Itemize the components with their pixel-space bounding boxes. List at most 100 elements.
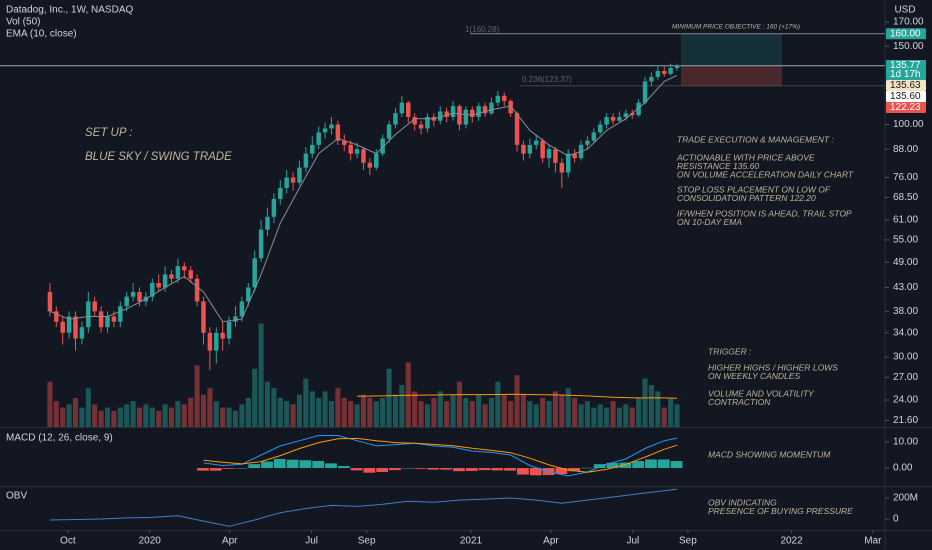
- y-tick-label: 150.00: [893, 41, 924, 52]
- volume-bar: [264, 381, 271, 427]
- candle-body: [668, 68, 673, 74]
- y-tick-label: 61.00: [893, 215, 918, 226]
- candle-body: [527, 144, 533, 154]
- candle-body: [540, 140, 545, 159]
- candle-body: [482, 106, 488, 114]
- volume-bar: [444, 401, 450, 427]
- histogram-bar: [465, 468, 478, 471]
- volume-bar: [328, 401, 335, 427]
- candle-body: [597, 124, 603, 133]
- price-tag: [886, 79, 926, 91]
- histogram-bar: [299, 460, 312, 469]
- candle-body: [118, 306, 123, 322]
- volume-bar: [527, 401, 533, 427]
- x-tick-label: Sep: [679, 536, 697, 547]
- candle-body: [463, 109, 469, 125]
- y-tick-label: 170.00: [893, 17, 924, 28]
- volume-bar: [386, 368, 392, 427]
- candle-body: [354, 149, 360, 154]
- candle-body: [322, 128, 328, 133]
- candle-body: [239, 301, 245, 317]
- annotation: PRESENCE OF BUYING PRESSURE: [708, 506, 853, 516]
- annotation: TRADE EXECUTION & MANAGEMENT :: [677, 134, 834, 144]
- y-tick-label: 49.00: [893, 257, 918, 268]
- y-tick-label: 0: [893, 514, 899, 525]
- histogram-bar: [222, 468, 235, 469]
- volume-bar: [565, 388, 571, 427]
- annotation: HIGHER HIGHS / HIGHER LOWS: [708, 362, 838, 372]
- volume-bar: [341, 397, 347, 427]
- histogram-bar: [619, 462, 632, 469]
- volume-ma: [357, 393, 678, 399]
- candle-body: [105, 316, 110, 328]
- volume-bar: [284, 401, 290, 427]
- candle-body: [470, 109, 475, 117]
- candle-body: [546, 149, 552, 159]
- annotation: IF/WHEN POSITION IS AHEAD, TRAIL STOP: [677, 208, 852, 218]
- candle-body: [399, 102, 405, 114]
- candle-body: [86, 301, 91, 328]
- candle-body: [508, 100, 513, 114]
- candle-body: [124, 296, 129, 307]
- candle-body: [297, 167, 302, 183]
- candle-body: [73, 316, 78, 339]
- candle-body: [252, 258, 257, 288]
- price-tag: [886, 28, 926, 40]
- histogram-bar: [555, 468, 568, 475]
- candle-body: [54, 311, 59, 322]
- histogram-bar: [478, 468, 491, 471]
- candle-body: [169, 274, 174, 279]
- candle-body: [162, 274, 168, 288]
- candle-body: [444, 111, 449, 117]
- volume-bar: [271, 388, 277, 427]
- candle-body: [367, 162, 373, 168]
- candle-body: [258, 229, 264, 259]
- candle-body: [265, 216, 270, 230]
- candle-body: [374, 153, 379, 168]
- volume-bar: [117, 407, 123, 427]
- volume-bar: [508, 401, 514, 427]
- candle-body: [425, 116, 430, 129]
- volume-bar: [405, 362, 411, 427]
- volume-bar: [72, 397, 79, 427]
- volume-bar: [373, 401, 379, 427]
- stop-zone: [681, 65, 782, 86]
- x-tick-label: 2021: [460, 536, 483, 547]
- volume-bar: [316, 397, 322, 427]
- annotation: TRIGGER :: [708, 346, 752, 356]
- volume-bar: [418, 401, 424, 427]
- histogram-bar: [504, 468, 517, 471]
- price-tag-label: 135.77: [890, 60, 921, 71]
- x-tick-label: Oct: [60, 536, 76, 547]
- x-tick-label: Jul: [626, 536, 639, 547]
- annotation: VOLUME AND VOLATILITY: [708, 388, 815, 398]
- ema-label: EMA (10, close): [6, 29, 77, 40]
- candle-body: [661, 70, 667, 74]
- x-tick-label: Jul: [305, 536, 318, 547]
- volume-bar: [98, 410, 104, 427]
- candle-body: [303, 153, 309, 168]
- histogram-bar: [376, 468, 389, 472]
- volume-bar: [232, 410, 239, 427]
- candle-body: [476, 106, 481, 117]
- candle-body: [604, 116, 609, 125]
- macd-line: [203, 435, 678, 477]
- histogram-bar: [632, 461, 645, 469]
- histogram-bar: [312, 461, 325, 469]
- candle-body: [585, 140, 590, 145]
- volume-bar: [367, 397, 373, 427]
- volume-bar: [495, 381, 501, 427]
- volume-bar: [469, 401, 475, 427]
- y-tick-label: 34.00: [893, 327, 918, 338]
- y-tick-label: 10.00: [893, 437, 918, 448]
- candle-body: [418, 124, 424, 129]
- candle-body: [226, 321, 232, 339]
- histogram-bar: [568, 468, 581, 472]
- candle-body: [559, 162, 565, 173]
- fib-label: 1(160.28): [465, 25, 500, 34]
- candle-body: [271, 198, 277, 217]
- candle-body: [534, 140, 539, 145]
- candle-body: [521, 144, 526, 154]
